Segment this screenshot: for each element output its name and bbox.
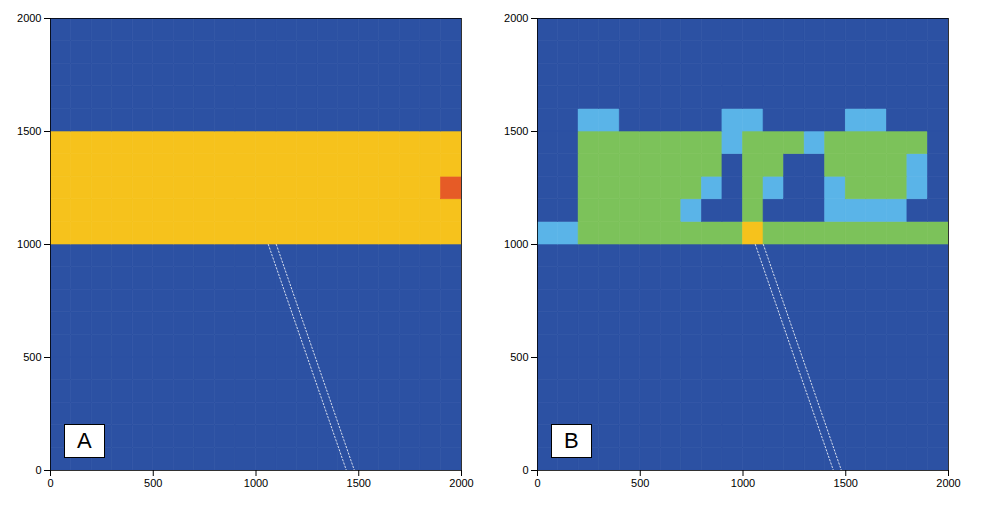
svg-text:1000: 1000	[244, 477, 268, 489]
html-text:B: B	[564, 428, 579, 453]
svg-text:1000: 1000	[504, 238, 528, 250]
svg-text:2000: 2000	[504, 12, 528, 24]
svg-text:0: 0	[522, 464, 528, 476]
svg-text:0: 0	[47, 477, 53, 489]
html-text:A: A	[77, 428, 92, 453]
svg-text:1000: 1000	[17, 238, 41, 250]
svg-text:1500: 1500	[17, 125, 41, 137]
svg-text:500: 500	[144, 477, 162, 489]
svg-text:0: 0	[35, 464, 41, 476]
svg-text:2000: 2000	[936, 477, 960, 489]
svg-text:0: 0	[534, 477, 540, 489]
svg-text:500: 500	[23, 351, 41, 363]
svg-text:1000: 1000	[731, 477, 755, 489]
svg-text:1500: 1500	[504, 125, 528, 137]
svg-text:1500: 1500	[834, 477, 858, 489]
svg-text:2000: 2000	[449, 477, 473, 489]
svg-text:1500: 1500	[347, 477, 371, 489]
svg-text:500: 500	[510, 351, 528, 363]
svg-text:500: 500	[631, 477, 649, 489]
svg-text:2000: 2000	[17, 12, 41, 24]
